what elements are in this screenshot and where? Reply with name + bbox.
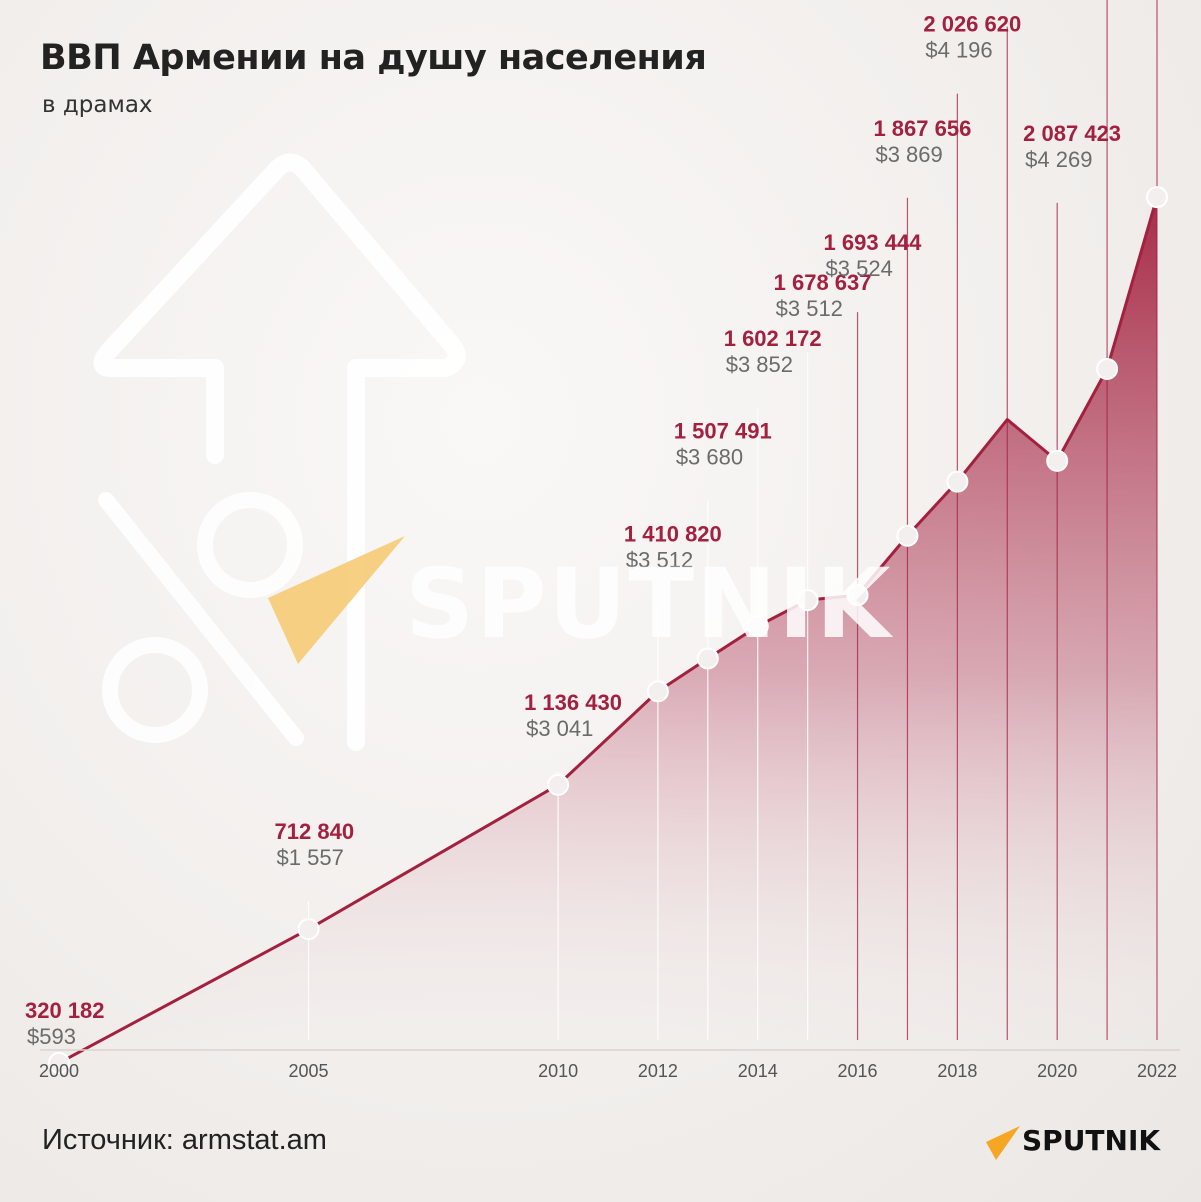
- point-2020: [1046, 449, 1069, 472]
- label-amd-2018: 2 026 620: [923, 12, 1021, 37]
- brand-logo: SPUTNIK: [984, 1120, 1174, 1164]
- point-2005: [297, 918, 320, 941]
- label-usd-2015: $3 512: [776, 296, 843, 321]
- label-amd-2015: 1 678 637: [774, 270, 872, 295]
- label-usd-2014: $3 852: [726, 352, 793, 377]
- watermark-text: SPUTNIK: [405, 548, 893, 660]
- x-tick-2020: 2020: [1037, 1061, 1077, 1081]
- label-usd-2012: $3 512: [626, 547, 693, 572]
- x-tick-2014: 2014: [738, 1061, 778, 1081]
- x-tick-2000: 2000: [39, 1061, 79, 1081]
- point-2014: [746, 615, 769, 638]
- series-area: [59, 197, 1157, 1063]
- source-note: Источник: armstat.am: [42, 1124, 327, 1156]
- label-amd-2017: 1 867 656: [873, 116, 971, 141]
- point-2021: [1096, 357, 1119, 380]
- dot-layer: [48, 186, 1168, 1074]
- chart-title: ВВП Армении на душу населения: [40, 38, 707, 78]
- label-amd-2012: 1 410 820: [624, 521, 722, 546]
- label-amd-2000: 320 182: [25, 998, 105, 1023]
- label-amd-2014: 1 602 172: [724, 326, 822, 351]
- point-2013: [696, 647, 719, 670]
- label-amd-2020: 2 087 423: [1023, 121, 1121, 146]
- label-amd-2013: 1 507 491: [674, 418, 772, 443]
- point-2000: [48, 1051, 70, 1074]
- brand-name: SPUTNIK: [1022, 1124, 1161, 1157]
- label-amd-2010: 1 136 430: [524, 690, 622, 715]
- point-2015: [796, 589, 819, 612]
- label-usd-2010: $3 041: [526, 716, 593, 741]
- x-tick-2018: 2018: [937, 1061, 977, 1081]
- point-2017: [896, 524, 919, 547]
- x-tick-2022: 2022: [1137, 1061, 1177, 1081]
- watermark-logo-icon: [268, 536, 405, 664]
- label-usd-2000: $593: [27, 1024, 76, 1049]
- label-amd-2005: 712 840: [275, 819, 355, 844]
- point-2016: [846, 584, 869, 607]
- point-2018: [946, 470, 969, 493]
- point-2022: [1146, 186, 1168, 209]
- tick-layer: 2000 2005 2010 2012 2014 2016 2018 2020 2022: [39, 1061, 1177, 1081]
- point-2010: [547, 773, 570, 796]
- area-layer: [59, 197, 1157, 1063]
- decorative-percent-icon: [98, 492, 304, 746]
- label-usd-2013: $3 680: [676, 444, 743, 469]
- point-2012: [646, 680, 669, 703]
- label-usd-2017: $3 869: [875, 142, 942, 167]
- label-layer: 320 182$593 712 840$1 557 1 136 430$3 041 1…: [25, 12, 1121, 1049]
- x-tick-2010: 2010: [538, 1061, 578, 1081]
- label-usd-2016: $3 524: [826, 256, 893, 281]
- label-amd-2016: 1 693 444: [824, 230, 923, 255]
- chart-subtitle: в драмах: [42, 92, 153, 118]
- label-usd-2020: $4 269: [1025, 147, 1092, 172]
- decorative-arrow-icon: [93, 153, 466, 751]
- label-usd-2018: $4 196: [925, 38, 992, 63]
- x-tick-2005: 2005: [289, 1061, 329, 1081]
- stem-layer: [307, 0, 1158, 1040]
- x-tick-2012: 2012: [638, 1061, 678, 1081]
- sputnik-logo-icon: [986, 1126, 1020, 1160]
- x-tick-2016: 2016: [838, 1061, 878, 1081]
- label-usd-2005: $1 557: [277, 845, 344, 870]
